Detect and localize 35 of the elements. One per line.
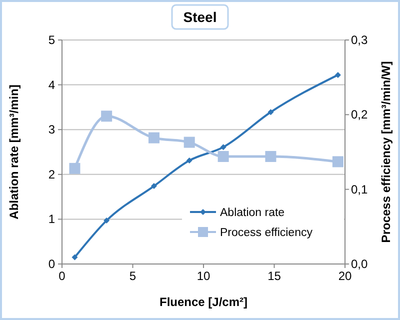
x-tick-label: 10	[196, 269, 210, 283]
x-axis-title: Fluence [J/cm²]	[159, 295, 248, 309]
point	[104, 218, 110, 224]
point	[186, 158, 192, 164]
y-axis-title: Ablation rate [mm³/min]	[7, 84, 21, 220]
y-tick-label: 5	[48, 33, 56, 47]
point	[218, 150, 229, 162]
legend-label: Ablation rate	[220, 207, 285, 219]
y2-tick-label: 0,1	[351, 182, 368, 196]
y2-tick-label: 0,3	[351, 33, 368, 47]
point	[265, 150, 276, 162]
x-tick-label: 15	[268, 269, 282, 283]
x-tick-label: 5	[129, 269, 136, 283]
point	[334, 72, 341, 78]
y-tick-label: 2	[48, 167, 56, 182]
y-tick-label: 4	[48, 78, 56, 92]
x-tick-label: 0	[58, 269, 66, 283]
point	[220, 144, 226, 150]
point	[268, 109, 274, 116]
x-tick-label: 20	[338, 269, 352, 283]
point	[332, 156, 344, 168]
point	[101, 110, 112, 122]
legend-label: Process efficiency	[220, 227, 313, 239]
point	[150, 183, 157, 190]
point	[184, 136, 195, 148]
y-tick-label: 0	[48, 257, 56, 271]
y2-axis-title: Process efficiency [mm³/min/W]	[379, 61, 393, 243]
point	[72, 254, 78, 260]
y-tick-label: 1	[48, 212, 56, 226]
point	[148, 132, 160, 144]
y-tick-label: 3	[48, 122, 56, 137]
y2-tick-label: 0,0	[351, 257, 368, 271]
y2-tick-label: 0,2	[351, 108, 368, 122]
chart-title: Steel	[183, 9, 217, 25]
point	[69, 162, 80, 174]
